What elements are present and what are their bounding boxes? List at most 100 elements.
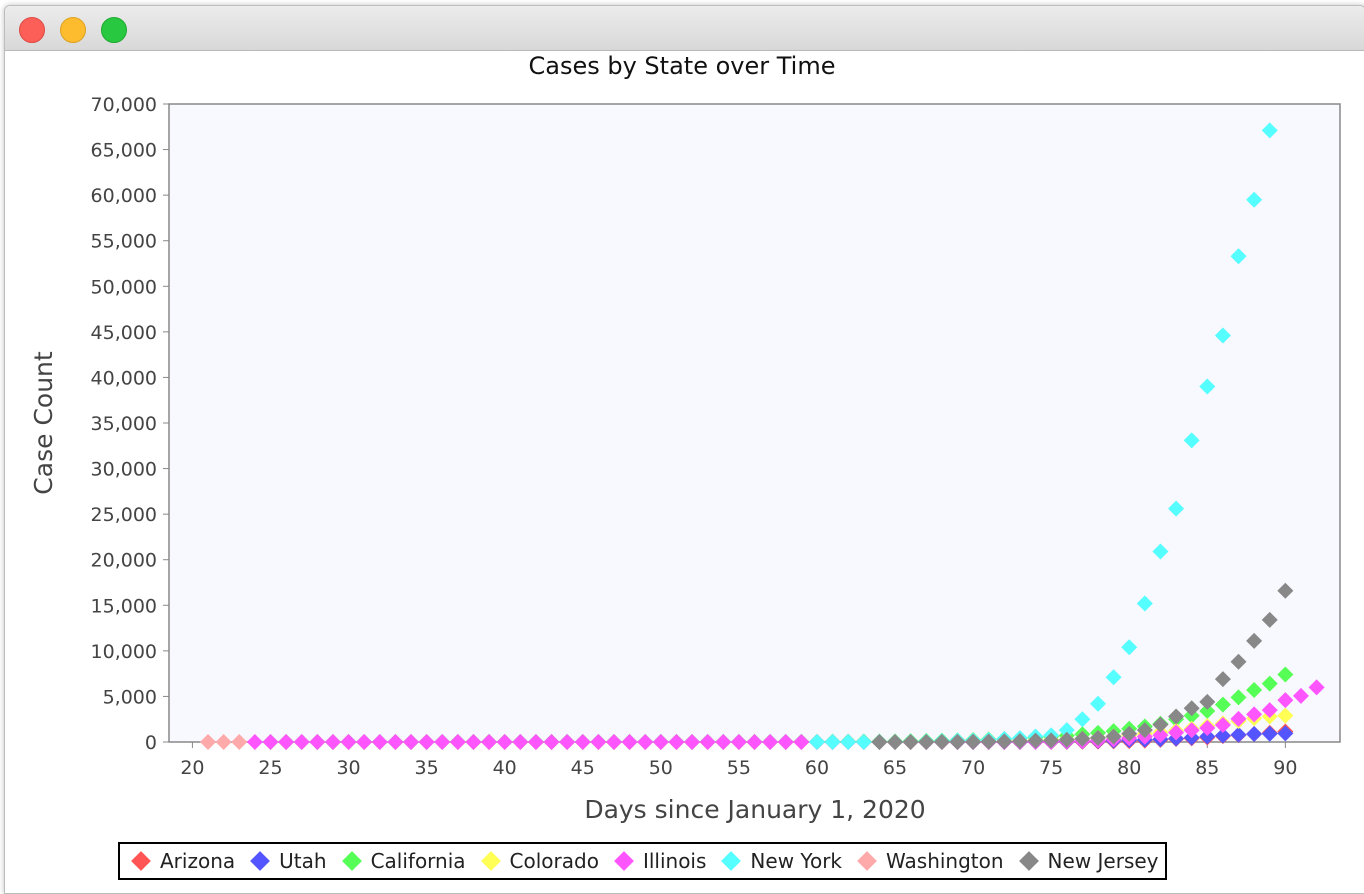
point-illinois xyxy=(371,733,388,750)
point-illinois xyxy=(668,733,685,750)
point-new-jersey xyxy=(1105,728,1122,745)
legend-label: Washington xyxy=(886,849,1004,873)
point-california xyxy=(1277,666,1294,683)
x-tick-label: 80 xyxy=(1117,757,1141,779)
point-new-york xyxy=(1246,191,1263,208)
y-tick-label: 25,000 xyxy=(91,504,157,526)
point-utah xyxy=(1214,727,1231,744)
point-new-jersey xyxy=(980,733,997,750)
point-illinois xyxy=(684,733,701,750)
point-new-york xyxy=(1261,122,1278,139)
y-tick-label: 15,000 xyxy=(91,595,157,617)
point-illinois xyxy=(652,733,669,750)
point-illinois xyxy=(746,733,763,750)
plot-area xyxy=(168,103,1341,743)
x-tick-label: 65 xyxy=(883,757,907,779)
point-new-jersey xyxy=(1027,732,1044,749)
point-new-jersey xyxy=(1183,700,1200,717)
point-illinois xyxy=(1214,717,1231,734)
legend-item-washington: Washington xyxy=(856,849,1004,873)
y-tick-label: 10,000 xyxy=(91,641,157,663)
maximize-button[interactable] xyxy=(101,17,127,43)
point-new-jersey xyxy=(1214,671,1231,688)
x-axis-label: Days since January 1, 2020 xyxy=(584,795,925,824)
point-new-jersey xyxy=(1261,611,1278,628)
x-tick-label: 40 xyxy=(493,757,517,779)
x-tick-label: 20 xyxy=(180,757,204,779)
point-new-york xyxy=(1089,695,1106,712)
legend-label: California xyxy=(370,849,466,873)
point-illinois xyxy=(403,733,420,750)
point-utah xyxy=(1230,726,1247,743)
y-tick-label: 30,000 xyxy=(91,459,157,481)
point-new-jersey xyxy=(996,733,1013,750)
x-tick-label: 35 xyxy=(415,757,439,779)
close-button[interactable] xyxy=(19,17,45,43)
point-utah xyxy=(1246,725,1263,742)
legend-label: New York xyxy=(750,849,843,873)
x-tick-label: 25 xyxy=(258,757,282,779)
point-new-york xyxy=(855,733,872,750)
y-tick-label: 5,000 xyxy=(103,686,157,708)
point-illinois xyxy=(559,733,576,750)
window-titlebar[interactable] xyxy=(5,6,1364,51)
point-new-york xyxy=(1199,378,1216,395)
point-new-york xyxy=(1058,722,1075,739)
point-illinois xyxy=(324,733,341,750)
point-illinois xyxy=(1308,679,1325,696)
data-points xyxy=(200,122,1325,750)
point-illinois xyxy=(1152,727,1169,744)
point-new-york xyxy=(1168,500,1185,517)
point-illinois xyxy=(512,733,529,750)
point-illinois xyxy=(527,733,544,750)
legend-label: Colorado xyxy=(509,849,599,873)
point-illinois xyxy=(590,733,607,750)
point-utah xyxy=(1277,725,1294,742)
point-new-york xyxy=(808,733,825,750)
point-new-york xyxy=(824,733,841,750)
y-tick-label: 65,000 xyxy=(91,140,157,162)
point-illinois xyxy=(418,733,435,750)
point-illinois xyxy=(1246,706,1263,723)
point-new-jersey xyxy=(1136,722,1153,739)
point-washington xyxy=(200,733,217,750)
series-washington xyxy=(200,733,248,750)
point-california xyxy=(1214,696,1231,713)
point-new-york xyxy=(1183,432,1200,449)
legend-label: Illinois xyxy=(642,849,707,873)
x-tick-label: 70 xyxy=(961,757,985,779)
point-new-jersey xyxy=(871,733,888,750)
x-tick-label: 45 xyxy=(571,757,595,779)
point-illinois xyxy=(434,733,451,750)
x-tick-label: 50 xyxy=(649,757,673,779)
point-california xyxy=(1261,675,1278,692)
point-illinois xyxy=(309,733,326,750)
point-new-jersey xyxy=(887,733,904,750)
point-washington xyxy=(215,733,232,750)
point-illinois xyxy=(449,733,466,750)
point-new-york xyxy=(1152,543,1169,560)
x-tick-label: 55 xyxy=(727,757,751,779)
point-colorado xyxy=(1277,707,1294,724)
legend-swatch xyxy=(721,851,742,871)
point-washington xyxy=(231,733,248,750)
legend-item-new-jersey: New Jersey xyxy=(1018,849,1159,873)
series-new-jersey xyxy=(871,582,1294,750)
point-illinois xyxy=(543,733,560,750)
legend-item-utah: Utah xyxy=(249,849,327,873)
point-illinois xyxy=(762,733,779,750)
chart-legend: Arizona Utah California Colorado Illinois New… xyxy=(118,842,1167,880)
point-illinois xyxy=(1277,692,1294,709)
minimize-button[interactable] xyxy=(60,17,86,43)
point-new-jersey xyxy=(1121,725,1138,742)
x-tick-label: 75 xyxy=(1039,757,1063,779)
x-tick-label: 30 xyxy=(336,757,360,779)
point-new-york xyxy=(840,733,857,750)
legend-item-colorado: Colorado xyxy=(480,849,599,873)
y-tick-label: 35,000 xyxy=(91,413,157,435)
point-illinois xyxy=(293,733,310,750)
point-illinois xyxy=(481,733,498,750)
point-new-york xyxy=(1074,711,1091,728)
point-new-york xyxy=(1230,248,1247,265)
point-new-jersey xyxy=(933,733,950,750)
